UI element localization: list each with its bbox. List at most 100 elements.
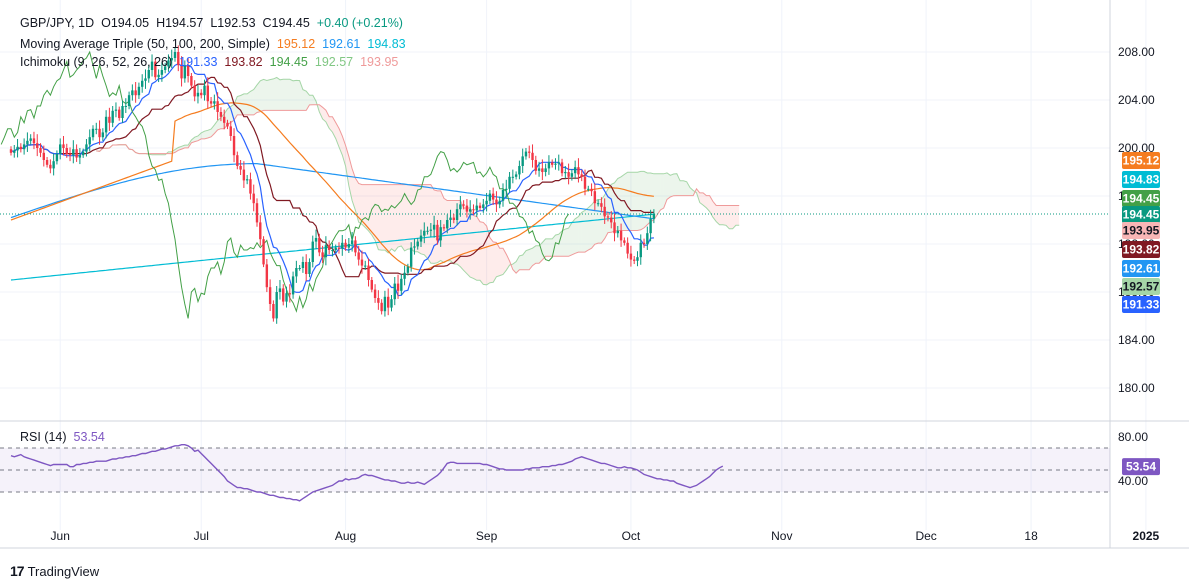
candle-body xyxy=(409,247,413,267)
candle-body xyxy=(583,176,587,189)
candle-body xyxy=(298,268,301,269)
candle-body xyxy=(610,217,613,223)
cloud-segment xyxy=(535,245,540,264)
cloud-segment xyxy=(516,255,520,274)
cloud-segment xyxy=(398,184,402,247)
cloud-segment xyxy=(401,184,405,251)
cloud-segment xyxy=(217,117,221,130)
candle-body xyxy=(9,149,13,153)
cloud-segment xyxy=(585,207,589,253)
cloud-segment xyxy=(630,172,635,231)
candle-body xyxy=(154,61,157,78)
candle-body xyxy=(498,200,501,205)
candle-body xyxy=(124,106,127,107)
candle-body xyxy=(603,206,606,217)
candle-body xyxy=(560,162,564,174)
candle-body xyxy=(616,230,619,234)
candle-body xyxy=(360,259,364,266)
candle-body xyxy=(354,240,357,253)
cloud-segment xyxy=(466,208,471,278)
candle-body xyxy=(426,230,429,232)
cloud-segment xyxy=(703,192,707,208)
cloud-segment xyxy=(352,168,356,211)
candle-body xyxy=(39,148,42,153)
candle-body xyxy=(137,86,141,96)
candle-body xyxy=(370,280,373,290)
cloud-segment xyxy=(335,122,339,147)
cloud-segment xyxy=(634,172,638,231)
cloud-segment xyxy=(197,132,202,141)
candle-body xyxy=(646,233,649,244)
candle-body xyxy=(314,238,318,242)
candle-body xyxy=(347,244,351,248)
cloud-segment xyxy=(493,241,497,283)
ichimoku-legend-label[interactable]: Ichimoku (9, 26, 52, 26, 26) xyxy=(20,55,173,69)
candle-body xyxy=(134,90,137,96)
cloud-segment xyxy=(483,222,487,285)
price-tag-box xyxy=(1122,278,1160,295)
candle-body xyxy=(311,241,314,262)
candle-body xyxy=(127,95,131,106)
price-tick-label: 180.00 xyxy=(1118,381,1155,395)
cloud-segment xyxy=(699,192,704,206)
rsi-value: 53.54 xyxy=(73,430,105,444)
symbol-name[interactable]: GBP/JPY, 1D xyxy=(20,16,95,30)
cloud-segment xyxy=(296,80,300,111)
candle-body xyxy=(570,173,574,177)
candle-body xyxy=(469,209,472,212)
candle-body xyxy=(16,146,19,151)
candle-body xyxy=(596,203,600,205)
candle-body xyxy=(88,137,91,145)
candle-body xyxy=(22,144,26,150)
price-tag-label: 194.45 xyxy=(1123,192,1160,206)
cloud-segment xyxy=(247,91,251,115)
cloud-segment xyxy=(522,250,526,270)
cloud-segment xyxy=(650,172,654,222)
candles xyxy=(9,45,656,324)
cloud-segment xyxy=(578,212,582,253)
candle-body xyxy=(580,174,583,177)
rsi-tag-label: 53.54 xyxy=(1126,460,1156,474)
candle-body xyxy=(216,101,219,112)
cloud-segment xyxy=(460,200,464,271)
candle-body xyxy=(373,289,377,298)
cloud-segment xyxy=(175,147,179,153)
candle-body xyxy=(413,246,416,248)
candle-body xyxy=(144,78,147,81)
candle-body xyxy=(285,293,288,302)
candle-body xyxy=(380,302,383,312)
cloud-segment xyxy=(427,184,431,264)
candle-body xyxy=(203,85,206,96)
candle-body xyxy=(72,149,75,156)
cloud-segment xyxy=(378,184,382,251)
price-tag-box xyxy=(1122,241,1160,258)
cloud-segment xyxy=(316,101,320,112)
time-tick-label: Nov xyxy=(771,529,792,543)
cloud-segment xyxy=(591,200,595,249)
candle-body xyxy=(429,229,433,231)
candle-body xyxy=(649,218,652,234)
candle-body xyxy=(400,278,403,291)
candle-body xyxy=(26,140,29,145)
cloud-segment xyxy=(257,80,261,113)
cloud-segment xyxy=(712,201,717,222)
senkou-span-b-line xyxy=(96,104,740,274)
rsi-legend-label[interactable]: RSI (14) xyxy=(20,430,67,444)
candle-body xyxy=(55,154,59,162)
tradingview-brand[interactable]: 17 TradingView xyxy=(10,563,99,579)
ma-legend-label[interactable]: Moving Average Triple (50, 100, 200, Sim… xyxy=(20,37,270,51)
cloud-segment xyxy=(286,79,290,111)
cloud-segment xyxy=(663,172,667,209)
ma100-value: 192.61 xyxy=(322,37,361,51)
cloud-segment xyxy=(680,180,684,196)
cloud-segment xyxy=(568,222,572,257)
candle-body xyxy=(452,217,455,220)
candle-body xyxy=(196,92,200,97)
candle-body xyxy=(239,166,242,170)
price-tag-label: 193.95 xyxy=(1123,224,1160,238)
cloud-segment xyxy=(345,145,349,186)
ma-legend: Moving Average Triple (50, 100, 200, Sim… xyxy=(20,37,413,51)
candle-body xyxy=(275,292,278,319)
ma200-value: 194.83 xyxy=(367,37,406,51)
candle-body xyxy=(245,179,249,181)
